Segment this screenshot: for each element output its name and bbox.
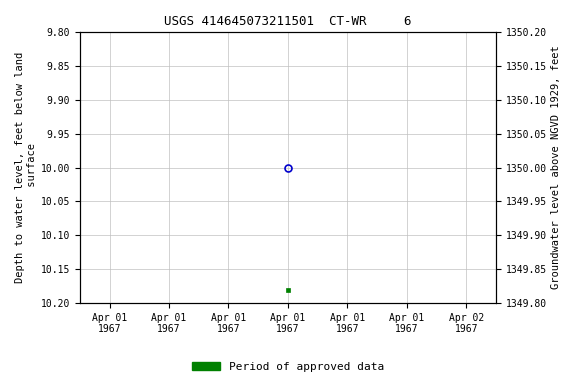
Y-axis label: Groundwater level above NGVD 1929, feet: Groundwater level above NGVD 1929, feet	[551, 46, 561, 290]
Y-axis label: Depth to water level, feet below land
 surface: Depth to water level, feet below land su…	[15, 52, 37, 283]
Legend: Period of approved data: Period of approved data	[188, 358, 388, 377]
Title: USGS 414645073211501  CT-WR     6: USGS 414645073211501 CT-WR 6	[164, 15, 412, 28]
